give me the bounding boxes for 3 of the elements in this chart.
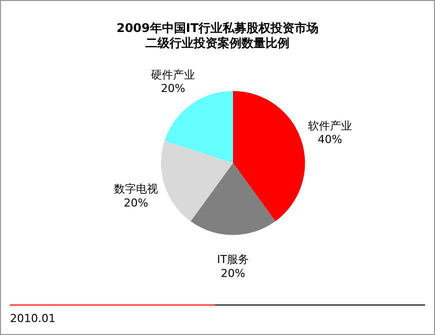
title: 2009年中国IT行业私募股权投资市场 bbox=[116, 21, 319, 35]
subtitle: 二级行业投资案例数量比例 bbox=[146, 36, 290, 50]
annotation: 2010.01 bbox=[10, 312, 56, 325]
